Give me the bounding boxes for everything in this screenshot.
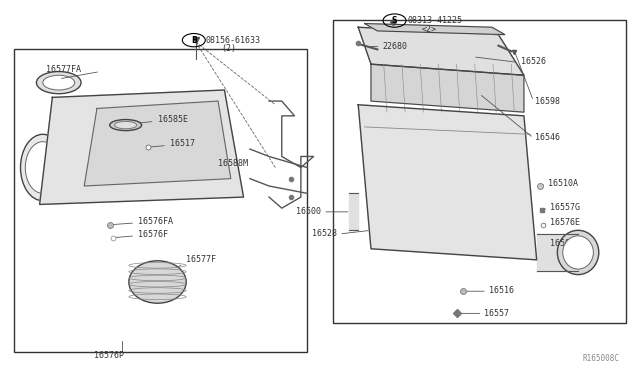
Text: 16577FA: 16577FA — [46, 65, 81, 74]
Ellipse shape — [26, 142, 60, 193]
Ellipse shape — [557, 230, 599, 275]
Text: 16576FA: 16576FA — [138, 217, 173, 226]
Text: 16576E: 16576E — [550, 218, 580, 227]
Polygon shape — [358, 27, 524, 75]
Bar — [333, 20, 626, 323]
Text: 16500X: 16500X — [550, 239, 580, 248]
Text: 16500: 16500 — [296, 207, 321, 216]
Ellipse shape — [129, 261, 186, 303]
Text: S: S — [392, 16, 397, 25]
Text: <2>: <2> — [422, 25, 437, 33]
Text: 16576P: 16576P — [94, 351, 124, 360]
Polygon shape — [84, 101, 231, 186]
Polygon shape — [371, 64, 524, 112]
Text: 16598: 16598 — [536, 97, 561, 106]
Text: B: B — [191, 36, 196, 45]
Text: 08156-61633: 08156-61633 — [205, 36, 260, 45]
Text: 08313-41225: 08313-41225 — [407, 16, 462, 25]
Text: R165008C: R165008C — [582, 354, 620, 363]
Ellipse shape — [115, 121, 137, 129]
Text: 16576F: 16576F — [138, 230, 168, 239]
Bar — [14, 49, 307, 352]
Polygon shape — [358, 105, 537, 260]
Text: 16588M: 16588M — [218, 159, 248, 169]
Polygon shape — [537, 234, 578, 271]
Ellipse shape — [36, 71, 81, 94]
Polygon shape — [365, 23, 505, 35]
Ellipse shape — [109, 119, 141, 131]
Text: (2): (2) — [221, 44, 236, 53]
Text: 16577F: 16577F — [186, 255, 216, 264]
Ellipse shape — [43, 75, 75, 90]
Text: 16557: 16557 — [484, 308, 509, 318]
Ellipse shape — [20, 134, 65, 201]
Text: 16517: 16517 — [170, 139, 195, 148]
Polygon shape — [40, 90, 244, 205]
Text: 16557G: 16557G — [550, 203, 580, 212]
Text: 16510A: 16510A — [548, 179, 578, 188]
Ellipse shape — [563, 236, 593, 269]
Text: 22680: 22680 — [383, 42, 408, 51]
Text: 16546: 16546 — [536, 133, 561, 142]
Text: 16528: 16528 — [312, 229, 337, 238]
Text: 16526: 16526 — [521, 57, 546, 67]
Polygon shape — [349, 193, 358, 230]
Text: 16585E: 16585E — [157, 115, 188, 124]
Text: 16516: 16516 — [489, 286, 514, 295]
